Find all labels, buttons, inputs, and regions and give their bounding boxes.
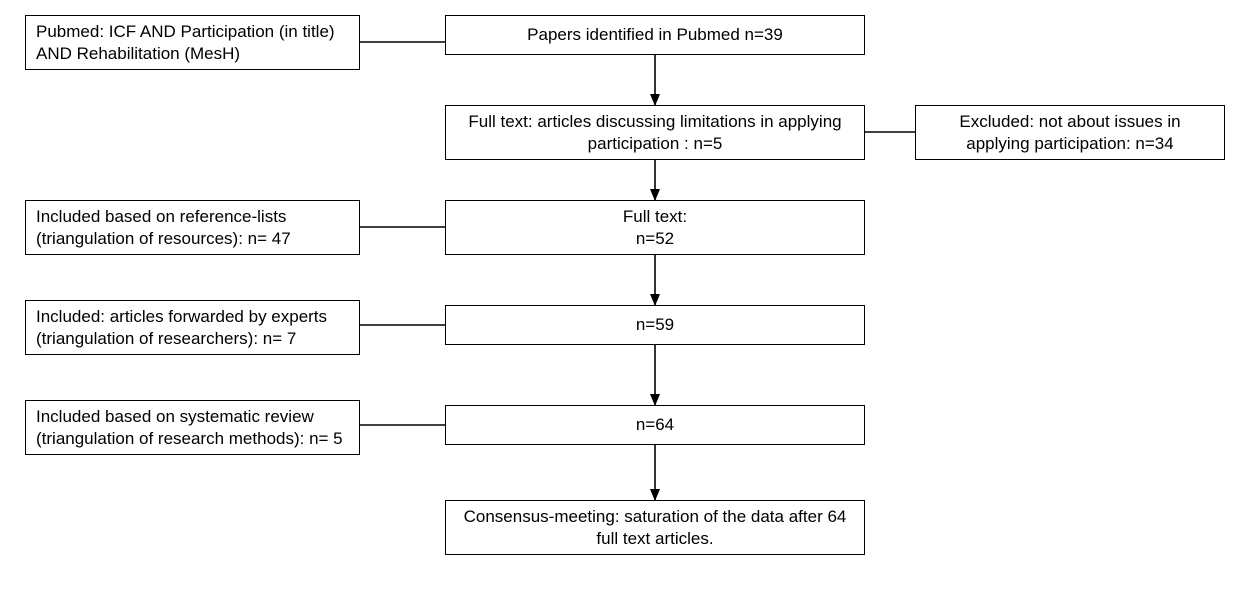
node-label: Excluded: not about issues in applying p…	[926, 111, 1214, 154]
node-n64: n=64	[445, 405, 865, 445]
node-label: Pubmed: ICF AND Participation (in title)…	[36, 21, 349, 64]
node-consensus: Consensus-meeting: saturation of the dat…	[445, 500, 865, 555]
node-label: n=59	[636, 314, 674, 335]
node-label: Included: articles forwarded by experts …	[36, 306, 349, 349]
node-label: Full text:n=52	[623, 206, 687, 249]
node-n59: n=59	[445, 305, 865, 345]
node-label: Included based on reference-lists (trian…	[36, 206, 349, 249]
node-fulltext_limitations: Full text: articles discussing limitatio…	[445, 105, 865, 160]
node-incl_experts: Included: articles forwarded by experts …	[25, 300, 360, 355]
node-label: n=64	[636, 414, 674, 435]
node-search_strategy: Pubmed: ICF AND Participation (in title)…	[25, 15, 360, 70]
node-identified: Papers identified in Pubmed n=39	[445, 15, 865, 55]
node-fulltext_52: Full text:n=52	[445, 200, 865, 255]
node-label: Included based on systematic review (tri…	[36, 406, 349, 449]
node-incl_sysrev: Included based on systematic review (tri…	[25, 400, 360, 455]
node-label: Papers identified in Pubmed n=39	[527, 24, 783, 45]
node-label: Full text: articles discussing limitatio…	[456, 111, 854, 154]
node-label: Consensus-meeting: saturation of the dat…	[456, 506, 854, 549]
node-incl_refs: Included based on reference-lists (trian…	[25, 200, 360, 255]
node-excluded: Excluded: not about issues in applying p…	[915, 105, 1225, 160]
